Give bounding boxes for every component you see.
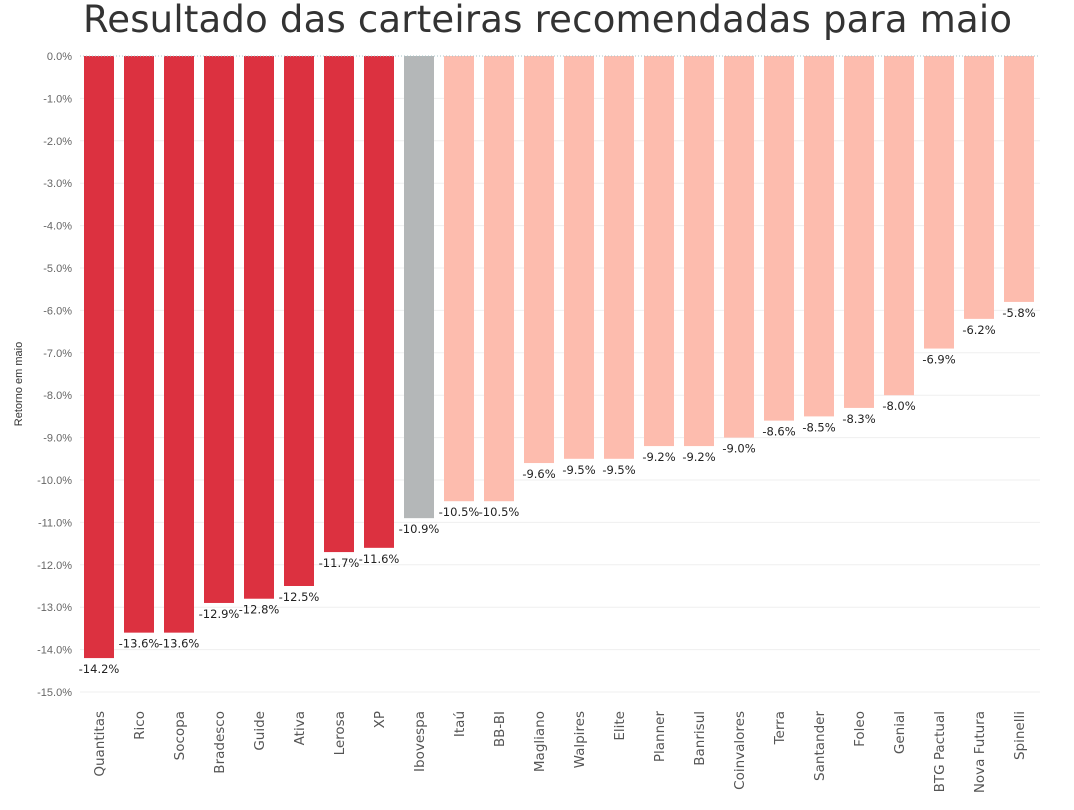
category-label-spinelli: Spinelli [1012,711,1028,760]
category-label-walpires: Walpires [572,711,588,768]
category-label-genial: Genial [892,711,908,754]
category-labels: Quantitas Rico Socopa Bradesco Guide Ativa Ler… [92,711,1028,794]
category-label-elite: Elite [612,711,628,741]
y-tick-label: -15.0% [37,687,72,699]
data-label-santander: -8.5% [802,420,835,434]
bar-planner[interactable] [644,56,674,447]
y-tick-label: -7.0% [43,348,72,360]
category-label-itau: Itaú [452,711,468,737]
data-label-terra: -8.6% [762,425,795,439]
data-label-ativa: -12.5% [279,590,320,604]
bar-lerosa[interactable] [324,56,354,553]
bar-guide[interactable] [244,56,274,599]
category-label-foleo: Foleo [852,711,868,747]
data-label-xp: -11.6% [359,552,400,566]
bar-banrisul[interactable] [684,56,714,447]
category-label-planner: Planner [652,711,668,763]
data-label-guide: -12.8% [239,603,280,617]
category-label-btg-pactual: BTG Pactual [932,711,948,792]
data-labels: -14.2% -13.6% -13.6% -12.9% -12.8%-12.5% -11.… [79,306,1036,676]
bar-quantitas[interactable] [84,56,114,659]
data-label-banrisul: -9.2% [682,450,715,464]
y-tick-label: -4.0% [43,221,72,233]
category-label-socopa: Socopa [172,711,188,760]
y-tick-label: -2.0% [43,136,72,148]
data-label-elite: -9.5% [602,463,635,477]
bar-walpires[interactable] [564,56,594,459]
y-tick-label: -14.0% [37,645,72,657]
category-label-ativa: Ativa [292,711,308,745]
bar-itau[interactable] [444,56,474,502]
y-tick-label: -6.0% [43,305,72,317]
data-label-bb-bi: -10.5% [479,505,520,519]
data-label-magliano: -9.6% [522,467,555,481]
data-label-spinelli: -5.8% [1002,306,1035,320]
y-tick-label: 0.0% [47,51,72,63]
data-label-socopa: -13.6% [159,637,200,651]
chart-title: Resultado das carteiras recomendadas par… [83,0,1013,41]
category-label-guide: Guide [252,711,268,751]
data-label-quantitas: -14.2% [79,662,120,676]
category-label-ibovespa: Ibovespa [412,711,428,772]
category-label-xp: XP [372,711,388,728]
bar-nova-futura[interactable] [964,56,994,319]
category-label-lerosa: Lerosa [332,711,348,755]
data-label-coinvalores: -9.0% [722,442,755,456]
data-label-rico: -13.6% [119,637,160,651]
category-label-santander: Santander [812,711,828,781]
data-label-ibovespa: -10.9% [399,522,440,536]
category-label-banrisul: Banrisul [692,711,708,766]
category-label-bb-bi: BB-BI [492,711,508,747]
y-tick-label: -11.0% [38,517,72,529]
data-label-btg-pactual: -6.9% [922,353,955,367]
y-tick-label: -1.0% [43,93,72,105]
bar-bradesco[interactable] [204,56,234,603]
y-tick-label: -3.0% [43,178,72,190]
bar-socopa[interactable] [164,56,194,633]
y-tick-label: -5.0% [43,263,72,275]
bar-genial[interactable] [884,56,914,396]
bar-ibovespa[interactable] [404,56,434,519]
data-label-genial: -8.0% [882,399,915,413]
category-label-bradesco: Bradesco [212,711,228,774]
category-label-magliano: Magliano [532,711,548,772]
category-label-quantitas: Quantitas [92,711,108,777]
category-label-terra: Terra [772,711,788,745]
bar-bb-bi[interactable] [484,56,514,502]
bar-ativa[interactable] [284,56,314,586]
bar-magliano[interactable] [524,56,554,464]
y-tick-label: -10.0% [37,475,72,487]
bar-terra[interactable] [764,56,794,421]
data-label-planner: -9.2% [642,450,675,464]
bar-xp[interactable] [364,56,394,548]
y-axis-ticks: 0.0% -1.0% -2.0% -3.0% -4.0% -5.0% -6.0% -7.0% -… [37,51,72,699]
y-axis-title: Retorno em maio [13,342,25,426]
bar-coinvalores[interactable] [724,56,754,438]
bar-rico[interactable] [124,56,154,633]
category-label-nova-futura: Nova Futura [972,711,988,793]
data-label-itau: -10.5% [439,505,480,519]
bars [84,56,1034,659]
y-tick-label: -12.0% [37,560,72,572]
data-label-walpires: -9.5% [562,463,595,477]
category-label-coinvalores: Coinvalores [732,711,748,790]
gridlines [80,97,1040,693]
category-label-rico: Rico [132,711,148,740]
data-label-lerosa: -11.7% [319,556,360,570]
y-tick-label: -8.0% [43,390,72,402]
bar-santander[interactable] [804,56,834,417]
bar-btg-pactual[interactable] [924,56,954,349]
y-tick-label: -9.0% [43,433,72,445]
bar-spinelli[interactable] [1004,56,1034,302]
bar-foleo[interactable] [844,56,874,408]
data-label-bradesco: -12.9% [199,607,240,621]
bar-elite[interactable] [604,56,634,459]
data-label-nova-futura: -6.2% [962,323,995,337]
data-label-foleo: -8.3% [842,412,875,426]
y-tick-label: -13.0% [37,602,72,614]
